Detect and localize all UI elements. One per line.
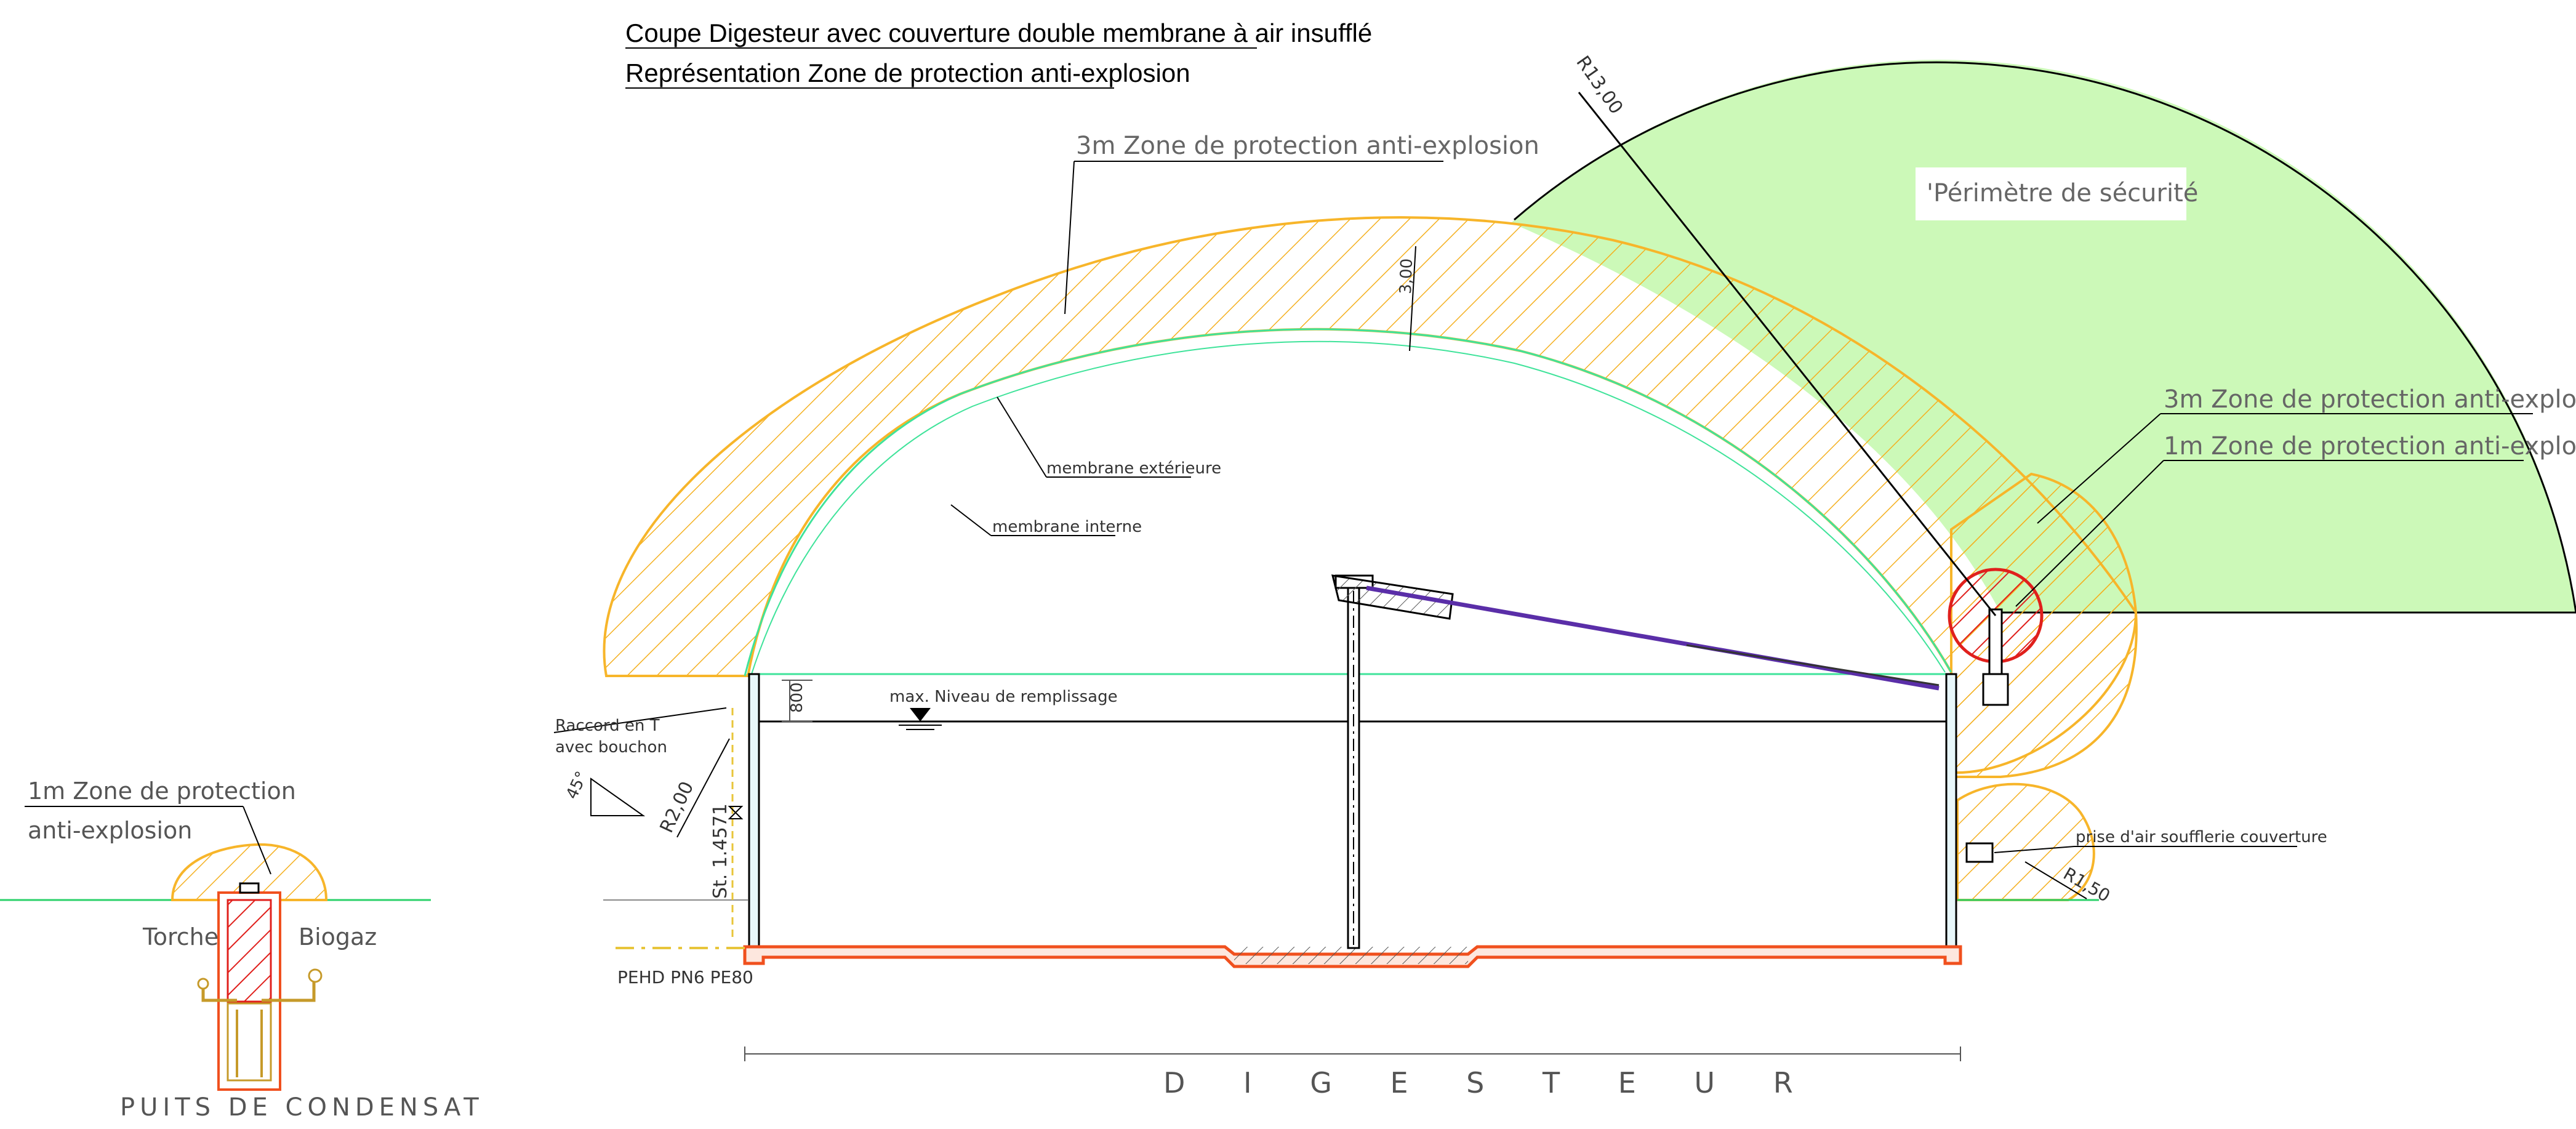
leader-membrane-int (950, 504, 992, 536)
leader-zone1m-right-d (2015, 460, 2164, 607)
puits-label: PUITS DE CONDENSAT (120, 1093, 484, 1122)
angle-45-triangle (590, 777, 646, 816)
prise-air-label: prise d'air soufflerie couverture (2076, 828, 2327, 846)
perimetre-label: 'Périmètre de sécurité (1927, 179, 2198, 207)
tank-wall-right (1945, 673, 1957, 952)
title-line-1: Coupe Digesteur avec couverture double m… (625, 18, 1372, 47)
max-niveau-label: max. Niveau de remplissage (889, 688, 1118, 706)
column-head-bracket (1331, 574, 1454, 620)
dim-300-label: 3,00 (1397, 258, 1416, 294)
valve-symbol (728, 806, 744, 819)
zone3m-right-label: 3m Zone de protection anti-explosion (2164, 385, 2576, 414)
safety-perimeter-arc (1514, 61, 2576, 613)
biogaz-valve-icon (308, 968, 323, 983)
leader-raccord (553, 707, 727, 733)
torch-inner-hatch (227, 899, 272, 1003)
membrane-interne (750, 340, 1946, 677)
digesteur-label: D I G E S T E U R (1163, 1066, 1818, 1099)
leader-zone3m-right-d (2037, 413, 2161, 524)
dim-800-label: 800 (788, 682, 806, 713)
zone1m-left-label-1: 1m Zone de protection (28, 777, 296, 805)
safety-perimeter-zone (1511, 60, 2576, 613)
raccord-label-1: Raccord en T (555, 717, 660, 735)
zone-prise-air (1956, 782, 2095, 901)
torch-cap (239, 882, 260, 894)
st-label: St. 1.4571 (710, 803, 731, 899)
angle-45-label: 45° (563, 769, 592, 802)
condensate-well (227, 1002, 272, 1082)
leader-prise-air-d (1994, 846, 2075, 853)
zone1m-right-label: 1m Zone de protection anti-explosion (2164, 432, 2576, 460)
r13-label: R13,00 (1571, 52, 1627, 119)
blower-intake-box (1965, 842, 1994, 863)
torche-label: Torche (142, 923, 219, 950)
r200-line (676, 738, 730, 838)
leader-membrane-ext (997, 396, 1047, 478)
gas-outlet-stack (1988, 608, 2003, 675)
pehd-label: PEHD PN6 PE80 (617, 967, 753, 987)
central-footing (1234, 947, 1468, 964)
gas-outlet-box (1982, 673, 2009, 706)
membrane-exterieure (744, 328, 1952, 677)
leader-zone3m-top-v (1064, 161, 1075, 315)
biogaz-label: Biogaz (299, 923, 377, 950)
title-line-2: Représentation Zone de protection anti-e… (625, 58, 1190, 87)
zone3m-top-label: 3m Zone de protection anti-explosion (1076, 132, 1539, 160)
zone1m-left-label-2: anti-explosion (28, 817, 192, 844)
membrane-ext-label: membrane extérieure (1046, 459, 1221, 478)
gas-pipe (1366, 585, 1940, 691)
r150-line (2024, 861, 2087, 899)
torch-pipe-left (201, 985, 237, 1002)
torch-valve-icon (197, 978, 209, 990)
r13-radius-line (1578, 92, 1997, 616)
tank-wall-left (748, 673, 760, 952)
raccord-label-2: avec bouchon (555, 738, 667, 757)
biogaz-pipe-right (262, 982, 316, 1002)
gas-pipe-end (1686, 644, 1940, 686)
water-level-symbol (910, 708, 931, 721)
zone-1m-left (171, 843, 328, 901)
dim-300-line (1409, 246, 1416, 352)
membrane-int-label: membrane interne (992, 518, 1142, 536)
perimetre-label-box (1916, 167, 2186, 220)
leader-zone1m-left-d (243, 806, 271, 875)
r200-label: R2,00 (656, 778, 699, 836)
